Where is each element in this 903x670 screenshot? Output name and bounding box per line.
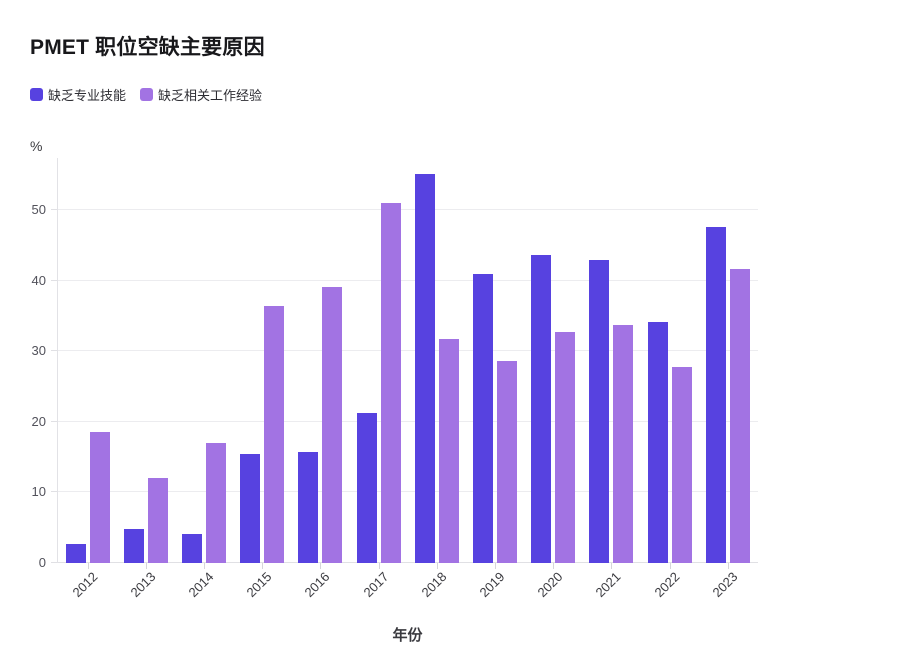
y-axis-label-0: 0 [38,555,46,570]
gridline-0 [57,562,758,563]
bar-skills-2016[interactable] [298,452,319,563]
bar-experience-2016[interactable] [322,287,343,563]
x-axis-tick-2021 [611,563,613,569]
x-axis-tick-2013 [145,563,147,569]
y-axis-tick-50 [51,209,57,211]
bar-experience-2015[interactable] [264,306,285,563]
y-axis-line [57,158,58,563]
y-axis-tick-30 [51,350,57,352]
x-axis-tick-2014 [203,563,205,569]
x-axis-tick-2016 [320,563,322,569]
x-axis-tick-2023 [727,563,729,569]
gridline-40 [57,279,758,281]
y-axis-tick-10 [51,491,57,493]
legend-label-experience: 缺乏相关工作经验 [158,88,263,103]
legend-item-experience[interactable]: 缺乏相关工作经验 [140,85,262,104]
y-axis-label-10: 10 [31,484,46,500]
x-axis-title: 年份 [392,627,423,644]
y-axis-tick-20 [51,420,57,422]
bar-skills-2012[interactable] [65,543,86,563]
plot-area: 0 10 20 30 40 50 2012 2013 2014 2015 2016 2017 2018 2… [32,158,758,600]
y-axis-label-30: 30 [31,343,46,359]
x-axis-label-2012: 2012 [69,569,101,601]
bar-skills-2021[interactable] [589,259,610,563]
bar-skills-2014[interactable] [181,534,202,563]
x-axis-tick-2019 [494,563,496,569]
gridline-50 [57,209,758,211]
bar-experience-2019[interactable] [496,360,517,563]
bar-experience-2012[interactable] [89,432,110,563]
x-axis-label-2016: 2016 [301,569,333,601]
legend-swatch-experience-icon [140,88,154,101]
bar-experience-2014[interactable] [205,443,226,563]
x-axis-tick-2020 [553,563,555,569]
bar-skills-2015[interactable] [240,454,261,563]
x-axis-label-2018: 2018 [418,569,450,601]
legend-item-skills[interactable]: 缺乏专业技能 [30,85,126,104]
gridline-30 [57,350,758,352]
bar-experience-2018[interactable] [438,339,459,563]
y-axis-unit-label: % [30,138,43,154]
bar-experience-2017[interactable] [380,203,401,563]
bar-experience-2022[interactable] [671,366,692,563]
bar-skills-2013[interactable] [123,529,144,563]
x-axis-label-2013: 2013 [127,569,159,601]
y-axis-label-50: 50 [31,202,46,218]
y-axis-label-40: 40 [31,272,46,288]
gridline-10 [57,491,758,493]
x-axis-tick-2017 [378,563,380,569]
x-axis-label-2019: 2019 [476,569,508,601]
bar-experience-2020[interactable] [555,331,576,563]
bar-skills-2022[interactable] [647,322,668,563]
bar-skills-2018[interactable] [414,173,435,563]
x-axis-tick-2012 [87,563,89,569]
x-axis-label-2014: 2014 [185,569,217,601]
y-axis-tick-0 [51,562,57,563]
x-axis-tick-2022 [669,563,671,569]
x-axis-label-2020: 2020 [534,569,566,601]
bar-experience-2023[interactable] [729,269,750,563]
x-axis-label-2017: 2017 [360,569,392,601]
bar-experience-2021[interactable] [613,324,634,563]
chart-title: PMET 职位空缺主要原因 [30,36,265,59]
x-axis-label-2021: 2021 [592,569,624,601]
x-axis-tick-2018 [436,563,438,569]
legend-swatch-skills-icon [30,88,43,101]
bar-skills-2023[interactable] [705,227,726,563]
x-axis-label-2022: 2022 [651,569,683,601]
bar-skills-2020[interactable] [531,255,552,563]
y-axis-label-20: 20 [31,413,46,429]
bar-experience-2013[interactable] [147,477,168,563]
x-axis-tick-2015 [262,563,264,569]
bar-skills-2017[interactable] [356,413,377,563]
x-axis-label-2015: 2015 [243,569,275,601]
x-axis-label-2023: 2023 [709,569,741,601]
legend-label-skills: 缺乏专业技能 [48,88,127,103]
bar-skills-2019[interactable] [472,273,493,563]
legend: 缺乏专业技能 缺乏相关工作经验 [30,85,262,104]
gridline-20 [57,420,758,422]
y-axis-tick-40 [51,279,57,281]
